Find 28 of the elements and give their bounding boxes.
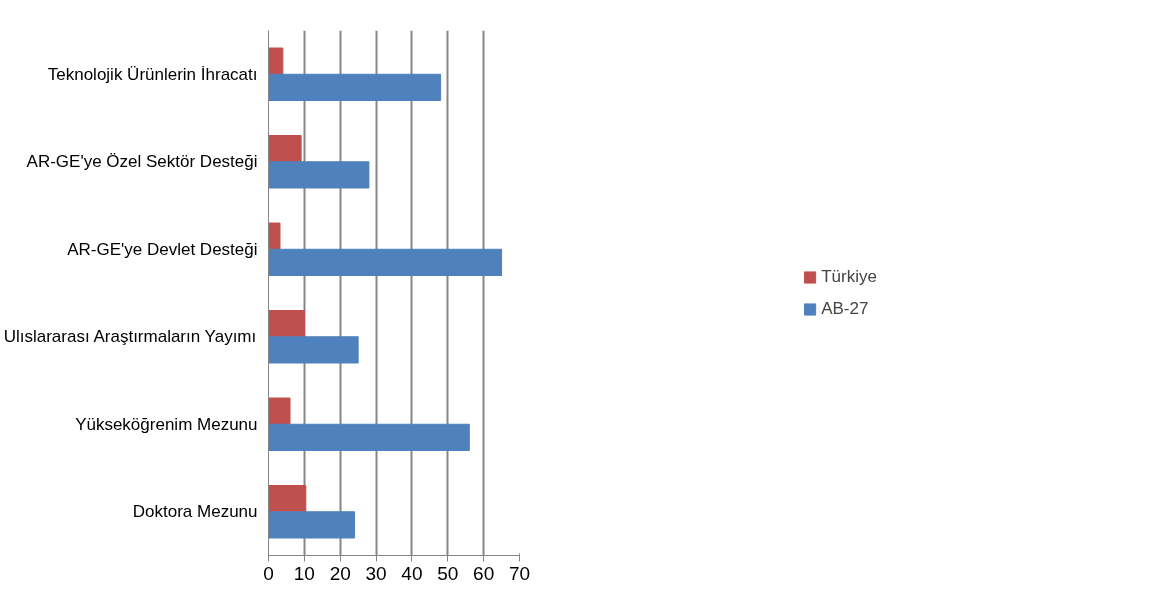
bar bbox=[268, 47, 284, 75]
bar bbox=[268, 511, 356, 539]
y-tick-label: Ulıslararası Araştırmaların Yayımı bbox=[3, 327, 257, 347]
bar bbox=[268, 161, 370, 189]
bar bbox=[268, 485, 307, 513]
bar bbox=[268, 135, 302, 163]
y-tick-label: Doktora Mezunu bbox=[132, 502, 258, 522]
x-tick-label: 40 bbox=[401, 562, 423, 584]
bar bbox=[268, 336, 359, 364]
y-tick-label: Yükseköğrenim Mezunu bbox=[75, 414, 258, 434]
bar bbox=[268, 248, 503, 276]
y-tick-label: Teknolojik Ürünlerin İhracatı bbox=[47, 64, 258, 84]
bar bbox=[268, 73, 442, 101]
y-tick-label: AR-GE'ye Devlet Desteği bbox=[67, 239, 258, 259]
bar bbox=[268, 310, 305, 338]
bar bbox=[268, 397, 291, 425]
bar bbox=[268, 222, 281, 250]
x-tick-label: 30 bbox=[365, 562, 387, 584]
legend-label: AB-27 bbox=[821, 298, 869, 319]
x-tick-label: 50 bbox=[437, 562, 459, 584]
x-tick-label: 70 bbox=[508, 562, 531, 584]
legend-label: Türkiye bbox=[821, 266, 877, 287]
x-tick-label: 20 bbox=[329, 562, 351, 584]
x-tick-label: 10 bbox=[293, 562, 315, 584]
y-tick-label: AR-GE'ye Özel Sektör Desteği bbox=[26, 152, 258, 172]
bar bbox=[268, 423, 470, 451]
x-tick-label: 60 bbox=[473, 562, 495, 584]
x-tick-label: 0 bbox=[263, 562, 274, 584]
